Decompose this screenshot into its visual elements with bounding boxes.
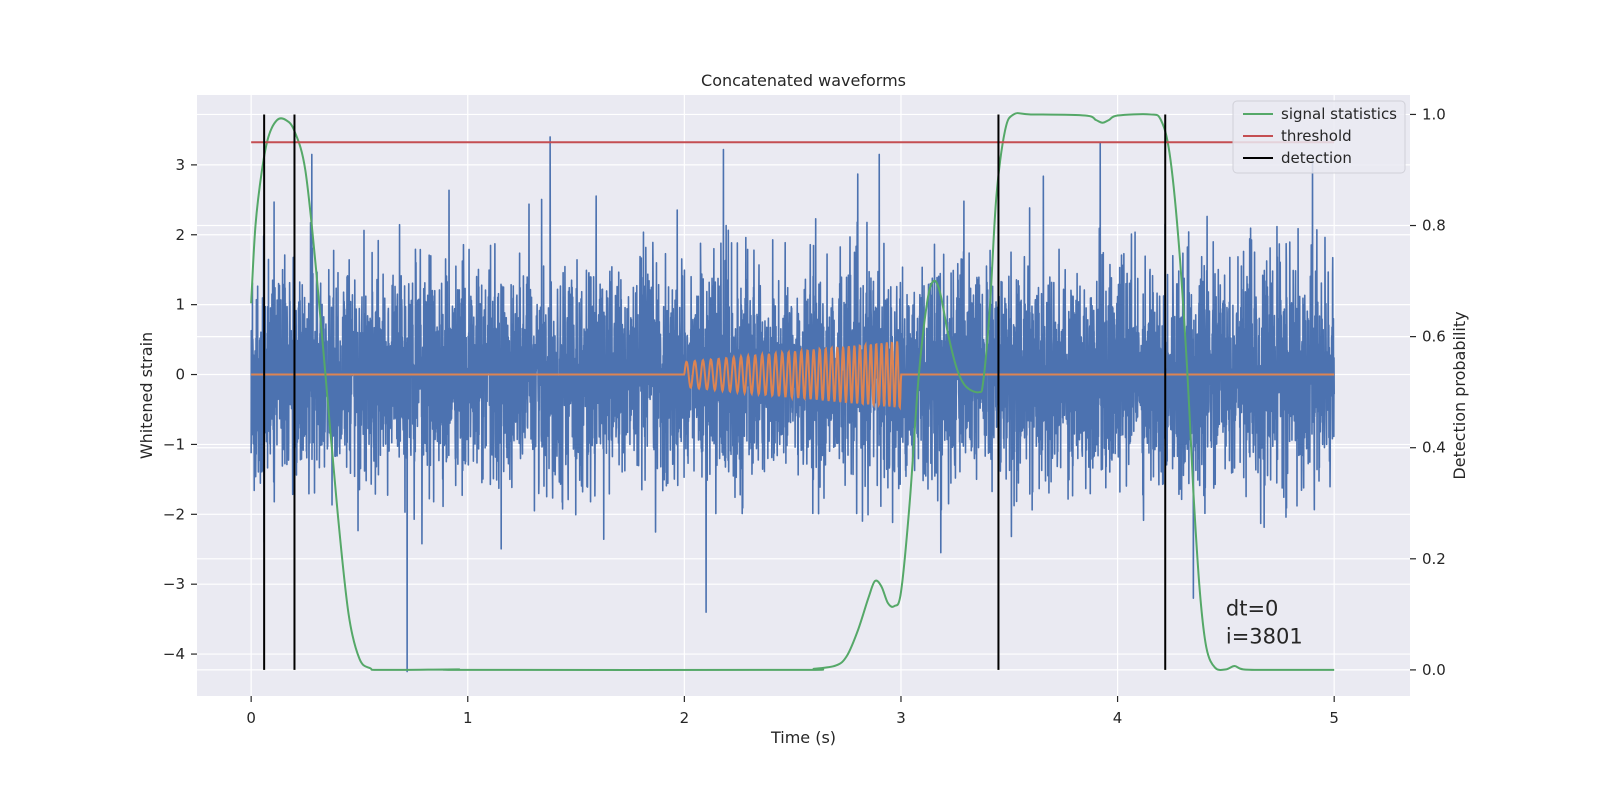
- y-tick-label: −1: [163, 435, 185, 453]
- axis-ticks: 0 1 2 3 4 5 −4 −3 −2 −1 0 1 2 3 0.0 0.2 0.4 0.6 0.8 1.0: [163, 105, 1446, 727]
- legend-label-signal-statistics: signal statistics: [1281, 105, 1397, 123]
- y-tick-label: −2: [163, 505, 185, 523]
- legend-label-detection: detection: [1281, 149, 1352, 167]
- y-tick-label: 1: [175, 296, 185, 314]
- chart-title: Concatenated waveforms: [701, 71, 906, 90]
- signal-statistics-series: [250, 112, 1335, 672]
- y-tick-label: 3: [175, 156, 185, 174]
- legend: signal statistics threshold detection: [1232, 100, 1406, 174]
- y2-tick-label: 0.0: [1422, 661, 1446, 679]
- x-tick-label: 4: [1113, 709, 1123, 727]
- y2-tick-label: 0.2: [1422, 550, 1446, 568]
- y-tick-label: 0: [175, 366, 185, 384]
- detection-series: [263, 114, 1167, 670]
- signal-statistics-line: [250, 112, 1335, 672]
- legend-box: [1232, 100, 1406, 174]
- y-axis-label: Whitened strain: [137, 332, 156, 459]
- y2-axis-label: Detection probability: [1450, 311, 1469, 479]
- y2-tick-label: 0.8: [1422, 217, 1446, 235]
- legend-label-threshold: threshold: [1281, 127, 1352, 145]
- y-tick-label: 2: [175, 226, 185, 244]
- x-tick-label: 5: [1329, 709, 1339, 727]
- x-tick-label: 1: [463, 709, 473, 727]
- annotation-dt: dt=0: [1226, 596, 1279, 620]
- x-tick-label: 3: [896, 709, 906, 727]
- y2-tick-label: 1.0: [1422, 105, 1446, 123]
- x-axis-label: Time (s): [770, 728, 836, 747]
- annotation-index: i=3801: [1226, 624, 1303, 648]
- y-tick-label: −3: [163, 575, 185, 593]
- y-tick-label: −4: [163, 645, 185, 663]
- template-series: [251, 341, 1335, 411]
- strain-line: [250, 136, 1335, 673]
- template-line: [251, 341, 1335, 411]
- y2-tick-label: 0.6: [1422, 328, 1446, 346]
- whitened-strain-series: [250, 136, 1335, 673]
- x-tick-label: 2: [680, 709, 690, 727]
- x-tick-label: 0: [246, 709, 256, 727]
- y2-tick-label: 0.4: [1422, 439, 1446, 457]
